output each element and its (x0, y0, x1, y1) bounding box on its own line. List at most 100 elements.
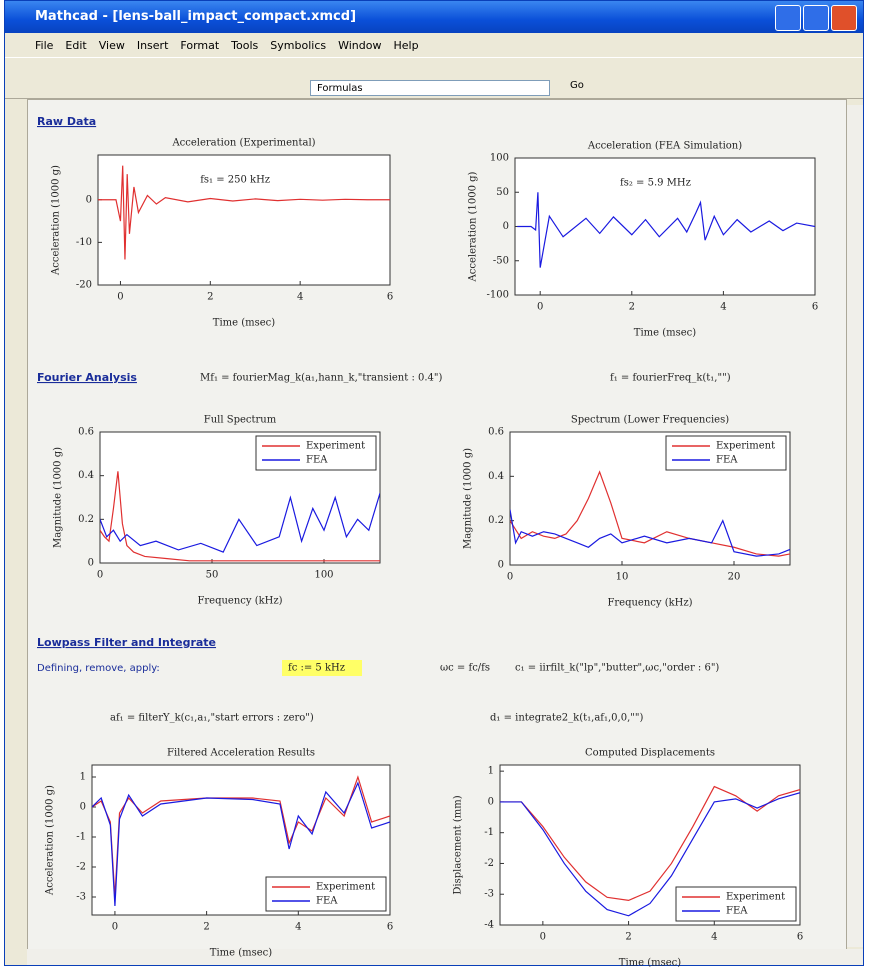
highlight (282, 660, 362, 676)
formula[interactable]: fc := 5 kHz (288, 663, 345, 674)
horizontal-scrollbar[interactable] (27, 949, 863, 965)
y-tick-label: 1 (488, 766, 494, 777)
legend-label: Experiment (316, 882, 375, 893)
x-axis-label: Time (msec) (210, 948, 272, 959)
y-tick-label: -50 (493, 255, 509, 266)
data-line (100, 471, 380, 562)
y-tick-label: -2 (76, 862, 86, 873)
section-heading[interactable]: Fourier Analysis (37, 371, 137, 384)
legend-label: FEA (306, 455, 328, 466)
plot-title: Acceleration (Experimental) (171, 138, 315, 149)
x-axis-label: Frequency (kHz) (607, 598, 692, 609)
menu-item[interactable]: Insert (136, 38, 169, 52)
data-line (500, 792, 800, 917)
y-tick-label: 0.4 (488, 471, 504, 482)
x-axis-label: Time (msec) (213, 318, 275, 329)
x-tick-label: 2 (625, 932, 631, 943)
x-tick-label: 2 (629, 302, 635, 313)
x-tick-label: 0 (112, 922, 118, 933)
formula[interactable]: ωc = fc/fs (440, 663, 490, 674)
y-tick-label: 1 (80, 772, 86, 783)
close-button[interactable] (831, 5, 857, 31)
y-axis-label: Acceleration (1000 g) (468, 171, 479, 282)
minimize-button[interactable] (775, 5, 801, 31)
formula[interactable]: d₁ = integrate2_k(t₁,af₁,0,0,"") (490, 713, 643, 724)
x-tick-label: 50 (206, 570, 219, 581)
section-heading[interactable]: Raw Data (37, 115, 96, 128)
y-tick-label: 0 (86, 194, 92, 205)
x-tick-label: 0 (537, 302, 543, 313)
menu-item[interactable]: File (35, 38, 54, 52)
x-tick-label: 0 (97, 570, 103, 581)
x-tick-label: 6 (797, 932, 803, 943)
plot-area (97, 154, 391, 286)
menu-item[interactable]: Tools (231, 38, 259, 52)
menu-item[interactable]: View (98, 38, 125, 52)
formula[interactable]: Mf₁ = fourierMag_k(a₁,hann_k,"transient … (200, 373, 442, 384)
x-tick-label: 6 (812, 302, 818, 313)
plot-title: Full Spectrum (204, 415, 277, 426)
menu-item[interactable]: Format (180, 38, 220, 52)
y-tick-label: 0.6 (488, 427, 504, 438)
x-tick-label: 2 (203, 922, 209, 933)
legend-label: Experiment (716, 441, 775, 452)
y-axis-label: Magnitude (1000 g) (53, 447, 64, 548)
menu-item[interactable]: Edit (65, 38, 87, 52)
plot-area (514, 157, 816, 296)
y-tick-label: 0 (498, 560, 504, 571)
y-axis-label: Acceleration (1000 g) (45, 785, 56, 896)
y-tick-label: 0.4 (78, 470, 94, 481)
plot-title: Filtered Acceleration Results (167, 748, 315, 759)
formula[interactable]: af₁ = filterY_k(c₁,a₁,"start errors : ze… (110, 713, 314, 724)
data-line (517, 192, 815, 268)
title-bar: Mathcad - [lens-ball_impact_compact.xmcd… (5, 1, 863, 33)
y-tick-label: 0.6 (78, 427, 94, 438)
section-heading[interactable]: Lowpass Filter and Integrate (37, 636, 216, 649)
y-axis-label: Acceleration (1000 g) (51, 165, 62, 276)
legend-box (255, 435, 377, 471)
plot-title: Spectrum (Lower Frequencies) (571, 415, 729, 426)
y-tick-label: -2 (484, 858, 494, 869)
menu-item[interactable]: Help (393, 38, 419, 52)
plot: Full Spectrum Frequency (kHz) Magnitude (1… (53, 415, 381, 607)
vertical-scrollbar[interactable] (847, 105, 863, 947)
y-tick-label: 0 (80, 802, 86, 813)
window-title: Mathcad - [lens-ball_impact_compact.xmcd… (35, 9, 357, 24)
x-tick-label: 0 (117, 292, 123, 303)
x-tick-label: 6 (387, 922, 393, 933)
maximize-button[interactable] (803, 5, 829, 31)
x-tick-label: 4 (297, 292, 303, 303)
y-tick-label: -1 (484, 827, 494, 838)
formula[interactable]: f₁ = fourierFreq_k(t₁,"") (610, 373, 731, 384)
y-axis-label: Magnitude (1000 g) (463, 448, 474, 549)
section-label: Defining, remove, apply: (37, 663, 160, 674)
style-combo[interactable]: Formulas (310, 80, 550, 96)
menu-item[interactable]: Window (338, 38, 382, 52)
y-tick-label: 0 (503, 221, 509, 232)
plot: Acceleration (FEA Simulation) Time (msec)… (468, 141, 819, 339)
y-tick-label: 0.2 (78, 514, 94, 525)
y-tick-label: -100 (487, 290, 509, 301)
y-tick-label: 50 (496, 187, 509, 198)
plot: Spectrum (Lower Frequencies) Frequency (k… (463, 415, 791, 609)
data-line (500, 785, 800, 902)
x-tick-label: 20 (728, 572, 741, 583)
y-tick-label: -4 (484, 920, 494, 931)
y-tick-label: 0 (488, 796, 494, 807)
plot-title: Computed Displacements (585, 748, 715, 759)
annotation: fs₂ = 5.9 MHz (620, 178, 691, 189)
x-tick-label: 4 (711, 932, 717, 943)
plot-title: Acceleration (FEA Simulation) (587, 141, 742, 152)
menu-item[interactable]: Symbolics (270, 38, 327, 52)
go-button[interactable]: Go (570, 80, 584, 91)
x-axis-label: Time (msec) (619, 958, 681, 969)
menu-bar: File Edit View Insert Format Tools Symbolics Wi… (5, 33, 863, 57)
legend-label: FEA (716, 455, 738, 466)
legend-label: FEA (726, 906, 748, 917)
data-line (510, 470, 790, 557)
formula[interactable]: c₁ = iirfilt_k("lp","butter",ωc,"order :… (515, 663, 719, 674)
data-line (92, 781, 390, 907)
x-tick-label: 4 (720, 302, 726, 313)
legend-label: FEA (316, 896, 338, 907)
x-tick-label: 6 (387, 292, 393, 303)
